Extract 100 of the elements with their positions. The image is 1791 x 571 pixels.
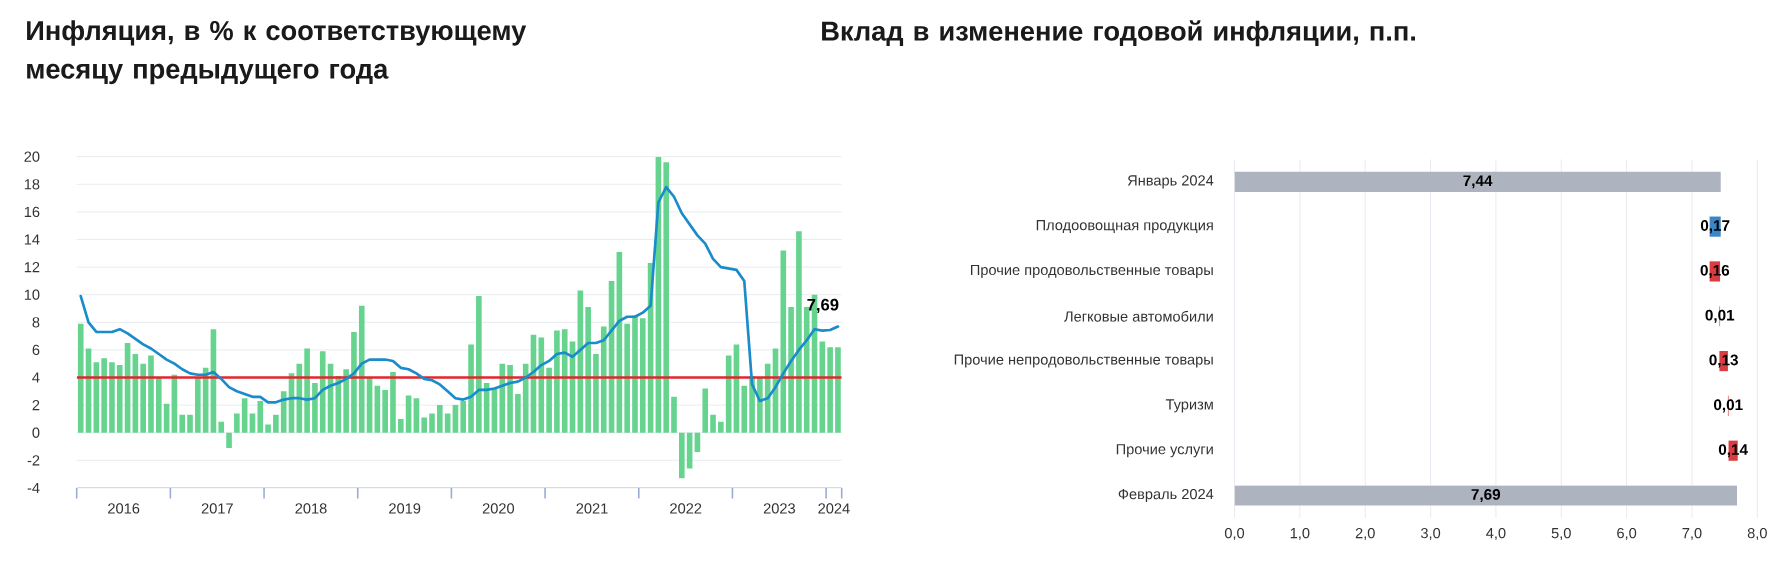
bar bbox=[757, 377, 763, 433]
x-tick-label: 2024 bbox=[818, 503, 850, 514]
y-tick-label: 12 bbox=[24, 262, 40, 273]
bar bbox=[273, 414, 279, 433]
y-tick-label: Январь 2024 bbox=[1127, 175, 1214, 189]
bar bbox=[226, 432, 232, 448]
y-tick-label: 10 bbox=[24, 289, 40, 300]
bar bbox=[593, 354, 599, 433]
bar bbox=[546, 367, 552, 433]
bar bbox=[195, 377, 201, 433]
chart-title: Инфляция, в % к соответствующему месяцу предыдущего года bbox=[27, 20, 527, 85]
x-tick-label: 1,0 bbox=[1290, 527, 1310, 541]
bar bbox=[241, 398, 248, 433]
y-tick-label: 4 bbox=[32, 372, 40, 383]
x-tick-label: 2018 bbox=[295, 503, 327, 514]
bar bbox=[788, 307, 794, 433]
bar bbox=[796, 231, 802, 433]
x-tick-label: 2017 bbox=[201, 503, 233, 514]
x-tick-label: 0,0 bbox=[1224, 527, 1245, 541]
x-tick-label: 2022 bbox=[670, 503, 702, 514]
bar bbox=[101, 358, 107, 433]
bar bbox=[538, 337, 545, 433]
bar bbox=[671, 396, 677, 433]
y-tick-label: 8 bbox=[32, 317, 40, 328]
x-tick-label: 6,0 bbox=[1617, 527, 1637, 541]
bar bbox=[585, 307, 591, 433]
bar bbox=[77, 323, 84, 433]
bar bbox=[187, 414, 193, 433]
bar bbox=[444, 413, 451, 433]
bar bbox=[429, 413, 435, 433]
bar bbox=[179, 414, 186, 433]
x-tick-label: 2023 bbox=[763, 503, 795, 514]
bar bbox=[827, 347, 833, 433]
y-tick-label: Февраль 2024 bbox=[1118, 488, 1214, 503]
x-tick-label: 2021 bbox=[576, 503, 608, 514]
y-tick-label: Плодоовощная продукция bbox=[1036, 220, 1213, 234]
bar bbox=[421, 417, 428, 433]
bar bbox=[718, 421, 724, 433]
bar bbox=[116, 365, 123, 433]
bar bbox=[624, 323, 630, 433]
bar bbox=[257, 400, 264, 433]
bar bbox=[639, 318, 646, 433]
x-tick-label: 2016 bbox=[108, 503, 140, 514]
y-tick-label: Прочие услуги bbox=[1116, 444, 1213, 458]
bar bbox=[148, 355, 154, 433]
bar bbox=[710, 414, 716, 433]
data-label: 0,01 bbox=[1705, 309, 1735, 323]
bar bbox=[397, 418, 404, 433]
y-tick-label: 6 bbox=[32, 344, 40, 356]
bar bbox=[234, 413, 240, 433]
y-tick-label: -2 bbox=[27, 455, 40, 466]
y-tick-label: 0 bbox=[32, 427, 40, 438]
bar bbox=[358, 305, 365, 433]
bar bbox=[109, 362, 115, 433]
bar bbox=[468, 344, 474, 433]
bar bbox=[741, 385, 748, 433]
bar bbox=[351, 331, 357, 433]
bar bbox=[702, 388, 709, 433]
x-tick-label: 3,0 bbox=[1420, 527, 1441, 541]
bar bbox=[1234, 485, 1738, 506]
data-label: 0,01 bbox=[1713, 399, 1743, 413]
y-tick-label: Прочие непродовольственные товары bbox=[954, 354, 1213, 368]
bar bbox=[437, 405, 443, 433]
x-tick-label: 5,0 bbox=[1551, 527, 1571, 541]
bar bbox=[304, 348, 310, 433]
bar bbox=[140, 363, 146, 433]
x-tick-label: 2020 bbox=[482, 503, 515, 514]
y-tick-label: 2 bbox=[32, 400, 40, 411]
bar bbox=[155, 377, 162, 433]
y-tick-label: -4 bbox=[27, 482, 40, 493]
bar bbox=[319, 351, 326, 433]
bar bbox=[600, 326, 607, 433]
y-tick-label: 20 bbox=[24, 151, 40, 162]
x-tick-label: 8,0 bbox=[1747, 527, 1767, 541]
y-tick-label: 16 bbox=[24, 206, 40, 218]
x-tick-label: 7,0 bbox=[1682, 527, 1702, 541]
bar bbox=[405, 395, 412, 433]
bar bbox=[218, 421, 225, 433]
bar bbox=[515, 394, 521, 433]
y-tick-label: Легковые автомобили bbox=[1064, 310, 1213, 322]
y-tick-label: Прочие продовольственные товары bbox=[971, 264, 1213, 278]
bar bbox=[632, 315, 638, 433]
bar bbox=[507, 365, 513, 433]
bar bbox=[780, 250, 787, 433]
bar bbox=[522, 363, 529, 433]
chart-title: Вклад в изменение годовой инфляции, п.п. bbox=[822, 20, 1415, 47]
bar bbox=[663, 162, 670, 433]
bar bbox=[452, 405, 459, 433]
bar bbox=[460, 400, 467, 433]
bar bbox=[390, 371, 396, 433]
x-tick-label: 2,0 bbox=[1355, 527, 1375, 541]
bar bbox=[280, 391, 287, 433]
bar bbox=[835, 347, 841, 433]
bar bbox=[265, 424, 271, 433]
bar bbox=[413, 398, 420, 433]
x-tick-label: 4,0 bbox=[1486, 527, 1506, 541]
bar bbox=[499, 363, 506, 433]
bar bbox=[343, 369, 349, 433]
bar bbox=[1234, 171, 1721, 192]
bar bbox=[476, 296, 482, 433]
